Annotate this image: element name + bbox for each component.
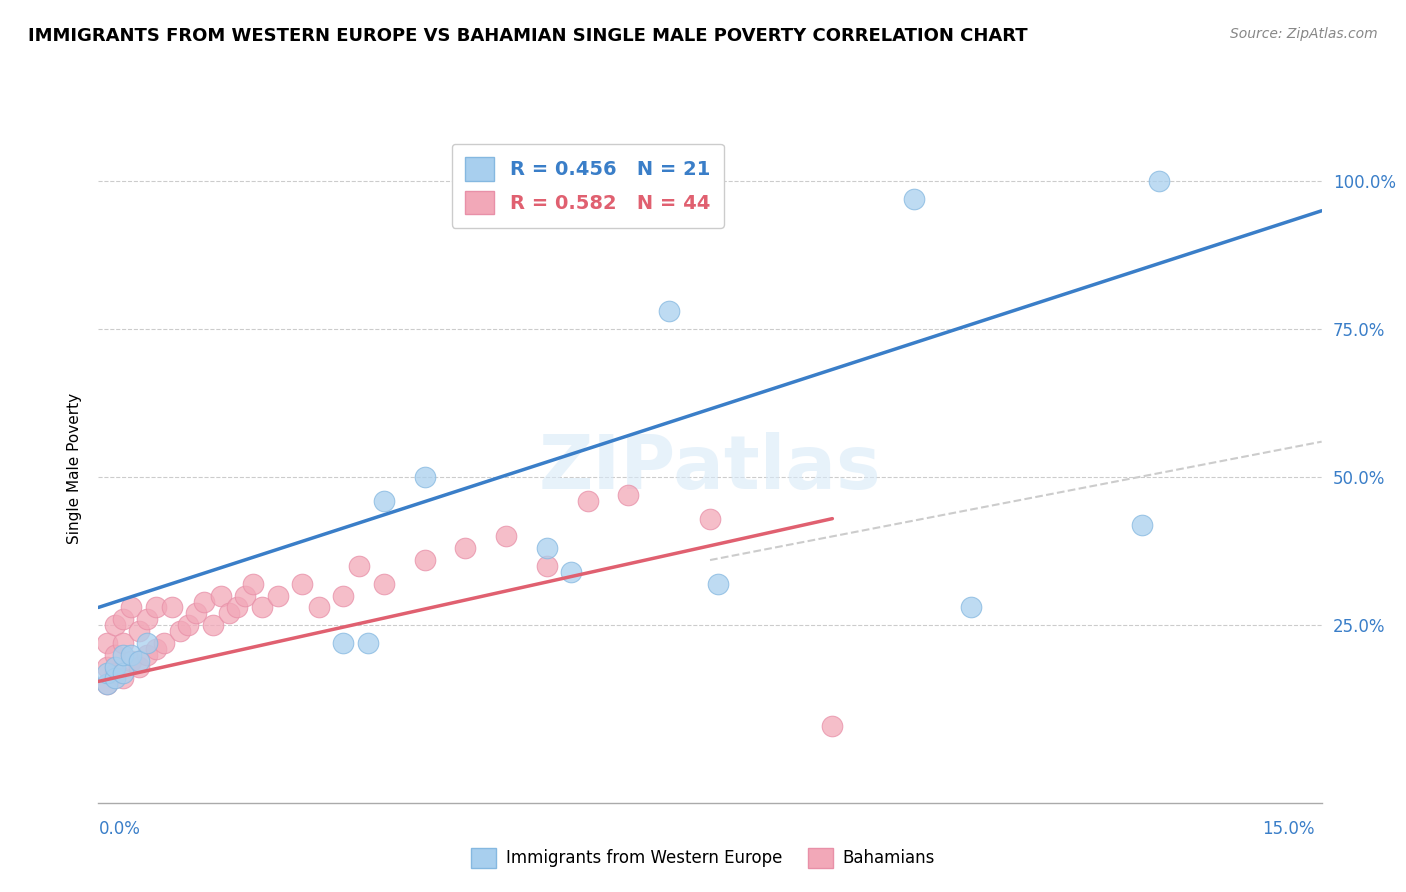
Point xyxy=(136,648,159,662)
Point xyxy=(242,576,264,591)
Point xyxy=(699,511,721,525)
Point xyxy=(617,488,640,502)
Point xyxy=(104,665,127,680)
Point xyxy=(111,648,134,662)
Point xyxy=(308,600,330,615)
Point xyxy=(145,600,167,615)
Point xyxy=(209,589,232,603)
Point xyxy=(218,607,240,621)
Point xyxy=(495,529,517,543)
Point xyxy=(111,672,134,686)
Legend: Immigrants from Western Europe, Bahamians: Immigrants from Western Europe, Bahamian… xyxy=(464,841,942,875)
Point xyxy=(707,576,730,591)
Point xyxy=(169,624,191,639)
Point xyxy=(111,636,134,650)
Text: Source: ZipAtlas.com: Source: ZipAtlas.com xyxy=(1230,27,1378,41)
Text: ZIPatlas: ZIPatlas xyxy=(538,432,882,505)
Text: IMMIGRANTS FROM WESTERN EUROPE VS BAHAMIAN SINGLE MALE POVERTY CORRELATION CHART: IMMIGRANTS FROM WESTERN EUROPE VS BAHAMI… xyxy=(28,27,1028,45)
Point xyxy=(1147,174,1170,188)
Point xyxy=(356,636,378,650)
Point xyxy=(104,648,127,662)
Point xyxy=(201,618,224,632)
Point xyxy=(111,665,134,680)
Point xyxy=(903,192,925,206)
Point xyxy=(111,612,134,626)
Point xyxy=(96,677,118,691)
Point xyxy=(96,677,118,691)
Point xyxy=(536,541,558,556)
Point xyxy=(120,600,142,615)
Point xyxy=(560,565,582,579)
Point xyxy=(233,589,256,603)
Point xyxy=(104,659,127,673)
Legend: R = 0.456   N = 21, R = 0.582   N = 44: R = 0.456 N = 21, R = 0.582 N = 44 xyxy=(451,144,724,228)
Point xyxy=(104,672,127,686)
Point xyxy=(250,600,273,615)
Point xyxy=(186,607,208,621)
Point xyxy=(373,494,395,508)
Point xyxy=(536,559,558,574)
Point xyxy=(136,612,159,626)
Point xyxy=(413,553,436,567)
Point xyxy=(145,641,167,656)
Point xyxy=(177,618,200,632)
Point xyxy=(128,659,150,673)
Point xyxy=(193,594,215,608)
Point xyxy=(332,636,354,650)
Point xyxy=(136,636,159,650)
Point xyxy=(160,600,183,615)
Point xyxy=(120,654,142,668)
Text: 15.0%: 15.0% xyxy=(1263,820,1315,838)
Point xyxy=(960,600,983,615)
Point xyxy=(128,624,150,639)
Point xyxy=(120,648,142,662)
Y-axis label: Single Male Poverty: Single Male Poverty xyxy=(66,392,82,544)
Point xyxy=(658,304,681,318)
Point xyxy=(291,576,314,591)
Point xyxy=(349,559,371,574)
Point xyxy=(413,470,436,484)
Point xyxy=(267,589,290,603)
Point xyxy=(1130,517,1153,532)
Point xyxy=(96,636,118,650)
Point xyxy=(152,636,174,650)
Point xyxy=(104,618,127,632)
Point xyxy=(96,665,118,680)
Point xyxy=(128,654,150,668)
Point xyxy=(96,659,118,673)
Point xyxy=(454,541,477,556)
Point xyxy=(576,494,599,508)
Point xyxy=(332,589,354,603)
Text: 0.0%: 0.0% xyxy=(98,820,141,838)
Point xyxy=(373,576,395,591)
Point xyxy=(821,719,844,733)
Point xyxy=(226,600,249,615)
